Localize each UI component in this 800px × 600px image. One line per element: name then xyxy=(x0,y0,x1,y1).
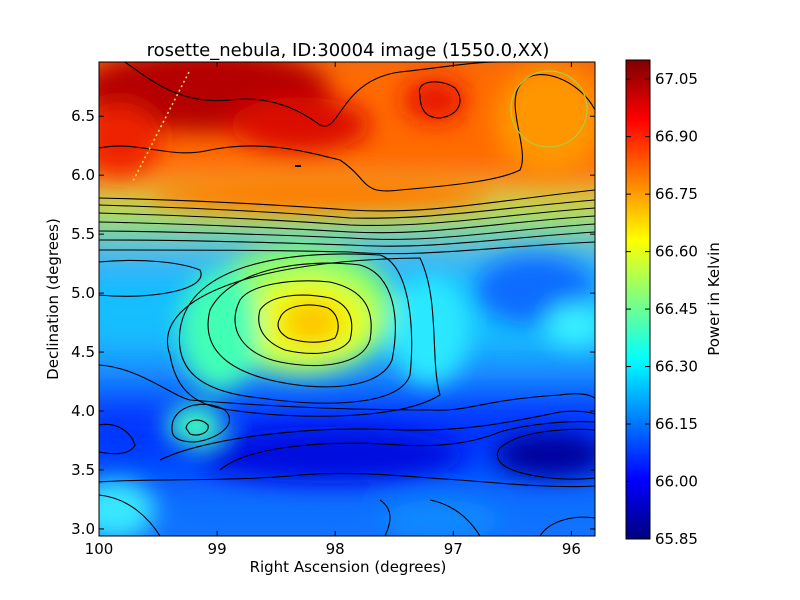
y-tick-label: 4.5 xyxy=(71,343,95,361)
contour-line xyxy=(99,207,595,226)
contour-line xyxy=(99,241,595,255)
contour-line xyxy=(159,410,595,461)
colorbar-label: Power in Kelvin xyxy=(705,242,723,356)
colorbar-tick-label: 65.85 xyxy=(655,530,698,548)
contour-line xyxy=(234,280,372,367)
x-tick-label: 99 xyxy=(208,540,227,558)
y-tick-label: 6.0 xyxy=(71,166,95,184)
plot-frame xyxy=(98,61,596,537)
y-tick-label: 6.5 xyxy=(71,107,95,125)
beam-circle xyxy=(510,70,588,148)
contour-line xyxy=(99,231,595,247)
contour-line xyxy=(99,199,595,219)
colorbar: 67.05 66.90 66.75 66.60 66.45 66.30 66.15 66.00… xyxy=(625,59,723,548)
contour-line xyxy=(496,428,595,480)
colorbar-tick-label: 66.60 xyxy=(655,243,698,261)
contour-line xyxy=(429,499,481,536)
y-tick-label: 3.0 xyxy=(71,520,95,538)
x-tick-label: 97 xyxy=(444,540,463,558)
chart-title: rosette_nebula, ID:30004 image (1550.0,X… xyxy=(147,40,550,61)
x-tick-label: 100 xyxy=(85,540,114,558)
heatmap-image xyxy=(99,62,595,536)
dotted-track-line xyxy=(132,71,190,182)
contour-line xyxy=(124,62,501,127)
overlays xyxy=(132,70,588,182)
contour-line xyxy=(99,223,595,241)
colorbar-tick-label: 66.15 xyxy=(655,415,698,433)
contour-line xyxy=(178,253,413,404)
contour-line xyxy=(99,364,595,411)
x-tick-label: 96 xyxy=(562,540,581,558)
contour-line xyxy=(171,403,231,443)
contour-line xyxy=(99,215,595,234)
y-axis: 3.0 3.5 4.0 4.5 5.0 5.5 6.0 6.5 xyxy=(71,107,595,538)
colorbar-tick-label: 66.30 xyxy=(655,358,698,376)
x-axis-label: Right Ascension (degrees) xyxy=(250,558,447,576)
colorbar-tick-label: 67.05 xyxy=(655,70,698,88)
contour-line xyxy=(219,421,595,471)
contour-line xyxy=(99,472,595,488)
x-tick-label: 98 xyxy=(326,540,345,558)
contour-line xyxy=(185,419,209,436)
contour-line xyxy=(207,262,396,388)
colorbar-tick-label: 66.00 xyxy=(655,473,698,491)
colorbar-tick-label: 66.45 xyxy=(655,300,698,318)
y-tick-label: 5.0 xyxy=(71,284,95,302)
y-axis-label: Declination (degrees) xyxy=(44,218,62,380)
contour-line xyxy=(539,516,595,536)
contour-line xyxy=(99,494,161,536)
colorbar-tick-label: 66.75 xyxy=(655,185,698,203)
contour-line xyxy=(99,423,136,455)
colorbar-ticks: 67.05 66.90 66.75 66.60 66.45 66.30 66.15 66.00… xyxy=(626,70,698,548)
y-tick-label: 5.5 xyxy=(71,225,95,243)
colorbar-tick-label: 66.90 xyxy=(655,128,698,146)
y-tick-label: 3.5 xyxy=(71,461,95,479)
contour-lines xyxy=(99,62,595,536)
contour-line xyxy=(167,257,441,417)
contour-line xyxy=(277,304,339,343)
contour-line xyxy=(418,81,461,119)
contour-line xyxy=(258,294,353,354)
contour-line xyxy=(99,189,595,212)
y-tick-label: 4.0 xyxy=(71,402,95,420)
contour-line xyxy=(379,499,391,536)
colorbar-scale xyxy=(625,59,651,540)
x-axis: 100 99 98 97 96 xyxy=(85,62,581,558)
contour-line xyxy=(99,259,202,297)
